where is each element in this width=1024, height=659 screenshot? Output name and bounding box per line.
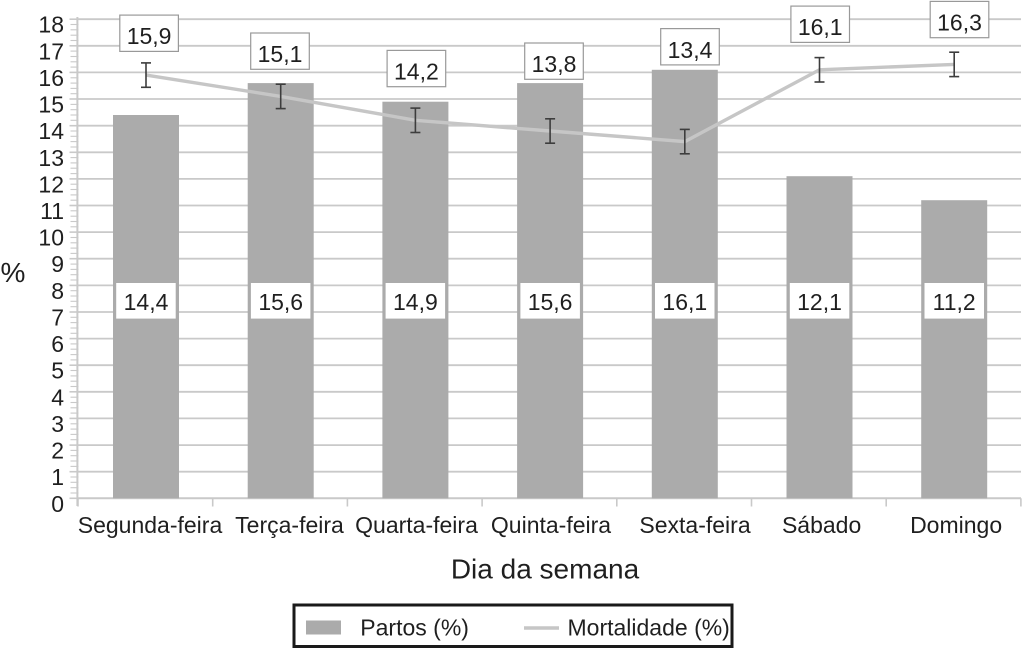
svg-text:Terça-feira: Terça-feira bbox=[235, 512, 344, 538]
svg-text:Sábado: Sábado bbox=[782, 512, 861, 538]
svg-text:Partos (%): Partos (%) bbox=[360, 615, 469, 641]
svg-text:5: 5 bbox=[51, 358, 64, 384]
svg-text:14: 14 bbox=[38, 118, 64, 144]
svg-text:12: 12 bbox=[38, 171, 64, 197]
svg-text:Quarta-feira: Quarta-feira bbox=[355, 512, 478, 538]
svg-text:11,2: 11,2 bbox=[933, 289, 976, 315]
svg-text:15,1: 15,1 bbox=[258, 41, 303, 67]
svg-text:15,6: 15,6 bbox=[528, 289, 573, 315]
svg-text:Sexta-feira: Sexta-feira bbox=[639, 512, 750, 538]
svg-text:4: 4 bbox=[51, 384, 64, 410]
svg-text:13,8: 13,8 bbox=[532, 51, 577, 77]
svg-text:Segunda-feira: Segunda-feira bbox=[78, 512, 223, 538]
svg-text:9: 9 bbox=[51, 251, 64, 277]
svg-text:Mortalidade (%): Mortalidade (%) bbox=[568, 615, 730, 641]
svg-text:7: 7 bbox=[51, 305, 64, 331]
svg-text:11: 11 bbox=[40, 198, 64, 224]
svg-text:10: 10 bbox=[38, 225, 64, 251]
svg-text:15: 15 bbox=[38, 92, 64, 118]
svg-text:14,2: 14,2 bbox=[394, 59, 439, 85]
svg-text:Quinta-feira: Quinta-feira bbox=[491, 512, 611, 538]
svg-text:15,6: 15,6 bbox=[258, 289, 303, 315]
svg-text:17: 17 bbox=[38, 38, 64, 64]
svg-text:Domingo: Domingo bbox=[910, 512, 1002, 538]
svg-text:16,1: 16,1 bbox=[662, 289, 707, 315]
svg-text:13,4: 13,4 bbox=[668, 37, 713, 63]
svg-text:13: 13 bbox=[38, 145, 64, 171]
svg-text:3: 3 bbox=[51, 411, 64, 437]
svg-text:0: 0 bbox=[51, 491, 64, 517]
svg-text:18: 18 bbox=[38, 12, 64, 38]
svg-text:2: 2 bbox=[51, 438, 64, 464]
svg-text:12,1: 12,1 bbox=[797, 289, 842, 315]
svg-text:%: % bbox=[1, 257, 26, 288]
svg-text:1: 1 bbox=[51, 464, 64, 490]
svg-text:Dia da semana: Dia da semana bbox=[451, 554, 640, 585]
svg-text:6: 6 bbox=[51, 331, 64, 357]
svg-text:16,3: 16,3 bbox=[937, 10, 982, 36]
svg-text:8: 8 bbox=[51, 278, 64, 304]
svg-text:14,4: 14,4 bbox=[124, 289, 169, 315]
svg-text:16: 16 bbox=[38, 65, 64, 91]
svg-text:16,1: 16,1 bbox=[798, 14, 843, 40]
svg-text:14,9: 14,9 bbox=[393, 289, 438, 315]
svg-text:15,9: 15,9 bbox=[127, 23, 172, 49]
